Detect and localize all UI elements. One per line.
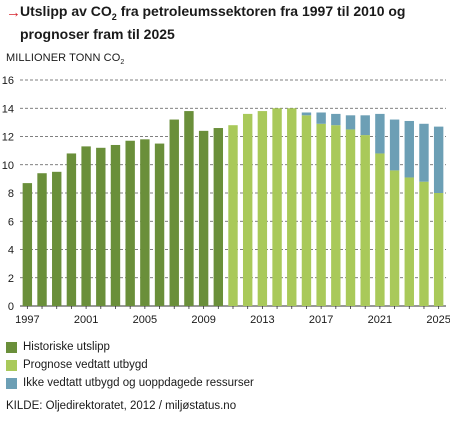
y-tick-label: 2	[8, 273, 14, 285]
bar-extra-2018	[331, 113, 341, 126]
bar-chart: 0 2 4 6 8 10 12 14 16 1997 2001 2005 2009 2013 2017 202…	[2, 75, 450, 326]
bar-prognosis-2023	[404, 177, 414, 306]
bar-historic-1998	[37, 173, 47, 306]
bar-historic-2007	[169, 119, 179, 306]
title-part-1: Utslipp av CO	[20, 3, 112, 19]
bar-extra-2023	[404, 120, 414, 178]
bar-prognosis-2011	[228, 125, 238, 306]
legend-label-extra: Ikke vedtatt utbygd og uoppdagede ressur…	[23, 377, 254, 389]
bar-extra-2019	[345, 115, 356, 130]
arrow-icon: →	[6, 4, 21, 21]
bar-historic-2010	[213, 128, 224, 306]
bar-historic-2006	[154, 143, 165, 306]
y-tick-label: 16	[2, 75, 14, 87]
legend-item-prognosis: Prognose vedtatt utbygd	[6, 356, 254, 374]
y-tick-label: 8	[8, 188, 14, 200]
bar-historic-2001	[81, 146, 91, 306]
legend-swatch-historic	[6, 341, 17, 353]
bar-historic-2002	[96, 147, 106, 306]
bar-prognosis-2013	[257, 111, 268, 306]
y-tick-label: 6	[8, 216, 14, 228]
y-tick-label: 0	[8, 301, 14, 313]
x-tick-label: 2009	[191, 314, 215, 326]
bar-prognosis-2025	[433, 193, 444, 306]
bar-historic-2003	[110, 144, 121, 306]
chart-title-text: Utslipp av CO2 fra petroleumssektoren fr…	[20, 3, 446, 43]
bar-prognosis-2020	[360, 135, 370, 306]
bar-historic-2000	[66, 153, 77, 306]
bar-historic-2005	[140, 139, 150, 306]
bar-historic-2008	[184, 111, 194, 306]
legend-label-prognosis: Prognose vedtatt utbygd	[23, 359, 148, 371]
y-axis-label: MILLIONER TONN CO2	[6, 52, 124, 66]
x-tick-label: 2001	[74, 314, 98, 326]
x-tick-label: 2005	[133, 314, 157, 326]
legend-item-historic: Historiske utslipp	[6, 338, 254, 356]
bar-prognosis-2021	[375, 153, 385, 306]
bar-prognosis-2022	[389, 170, 400, 306]
bar-prognosis-2016	[301, 115, 312, 306]
legend-swatch-extra	[6, 377, 17, 389]
bar-extra-2022	[389, 119, 400, 171]
bar-historic-1997	[22, 183, 33, 306]
x-tick-label: 2021	[368, 314, 392, 326]
bar-prognosis-2019	[345, 129, 356, 306]
x-tick-label: 2013	[250, 314, 274, 326]
legend: Historiske utslipp Prognose vedtatt utby…	[6, 338, 254, 392]
title-part-2: fra petroleumssektoren fra 1997 til 2010…	[20, 3, 406, 42]
legend-item-extra: Ikke vedtatt utbygd og uoppdagede ressur…	[6, 374, 254, 392]
y-tick-label: 10	[2, 160, 14, 172]
bar-extra-2017	[316, 112, 326, 124]
x-tick-label: 2025	[426, 314, 450, 326]
bar-prognosis-2017	[316, 123, 326, 306]
bar-historic-1999	[52, 171, 62, 306]
x-tick-label: 1997	[15, 314, 39, 326]
bar-extra-2024	[419, 123, 429, 182]
bar-extra-2020	[360, 115, 370, 136]
y-tick-label: 4	[8, 245, 14, 257]
y-tick-label: 12	[2, 132, 14, 144]
bar-prognosis-2024	[419, 181, 429, 306]
bar-historic-2009	[198, 130, 209, 306]
bar-extra-2016	[301, 112, 312, 116]
x-tick-label: 2017	[309, 314, 333, 326]
bar-prognosis-2015	[287, 108, 297, 306]
title-subscript: 2	[111, 11, 117, 22]
source-note: KILDE: Oljedirektoratet, 2012 / miljøsta…	[6, 400, 237, 412]
bar-extra-2025	[433, 126, 444, 193]
y-axis-label-text: MILLIONER TONN CO	[6, 52, 121, 64]
legend-swatch-prognosis	[6, 359, 17, 371]
bar-prognosis-2014	[272, 108, 282, 306]
bar-prognosis-2018	[331, 125, 341, 306]
bar-prognosis-2012	[242, 113, 253, 307]
y-tick-label: 14	[2, 103, 14, 115]
bar-extra-2021	[375, 113, 385, 154]
legend-label-historic: Historiske utslipp	[23, 341, 110, 353]
y-axis-label-subscript: 2	[120, 59, 125, 67]
bar-historic-2004	[125, 140, 135, 306]
